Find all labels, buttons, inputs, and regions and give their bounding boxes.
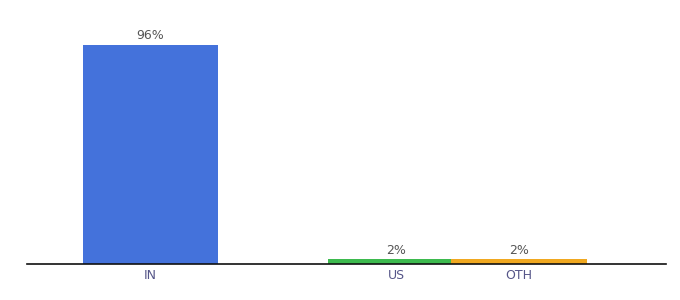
Text: 2%: 2%: [386, 244, 406, 257]
Bar: [452, 260, 586, 264]
Bar: [328, 260, 464, 264]
Text: 96%: 96%: [136, 29, 164, 42]
Text: 2%: 2%: [509, 244, 529, 257]
Bar: [82, 45, 218, 264]
